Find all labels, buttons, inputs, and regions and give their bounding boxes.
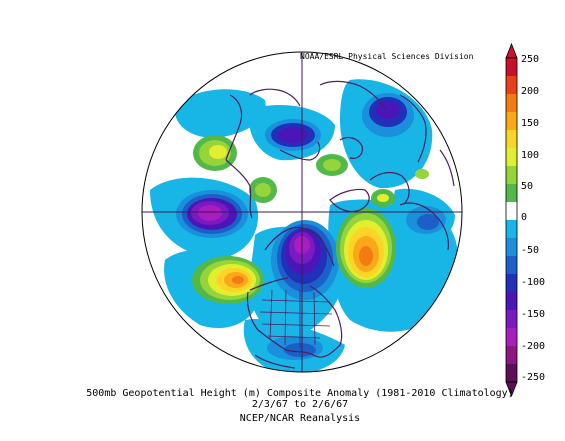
colorbar-swatch: [506, 202, 517, 221]
colorbar-swatch: [506, 184, 517, 203]
colorbar-swatch: [506, 256, 517, 275]
high-scandinavia-2: [377, 194, 389, 202]
political-boundaries: [259, 289, 333, 348]
colorbar-swatch: [506, 94, 517, 113]
high-kara-2: [323, 159, 341, 171]
colorbar-swatch: [506, 220, 517, 239]
colorbar-swatch: [506, 130, 517, 149]
high-alaska-3: [209, 145, 227, 159]
anomaly-fields: [150, 79, 459, 372]
colorbar-tick-label: 100: [521, 150, 540, 161]
dataset-label: NCEP/NCAR Reanalysis: [239, 413, 361, 424]
low-arctic-3: [278, 127, 308, 143]
figure-title: 500mb Geopotential Height (m) Composite …: [86, 388, 514, 399]
date-range: 2/3/67 to 2/6/67: [251, 399, 349, 410]
colorbar-tick-label: -50: [521, 245, 540, 256]
colorbar-swatch: [506, 58, 517, 77]
high-atlantic-6: [359, 246, 373, 266]
colorbar-tick-label: 200: [521, 86, 540, 97]
colorbar-top-arrow: [505, 42, 518, 59]
colorbar-swatch: [506, 292, 517, 311]
high-bering-2: [255, 183, 271, 197]
colorbar-swatch: [506, 328, 517, 347]
colorbar-swatch: [506, 148, 517, 167]
high-east-pacific-6: [232, 276, 244, 284]
colorbar-swatch: [506, 166, 517, 185]
negative-anomaly-region-north-pacific: [174, 89, 266, 138]
high-urals: [415, 169, 429, 179]
colorbar-frame: [505, 57, 518, 383]
colorbar-swatch: [506, 238, 517, 257]
colorbar-tick-label: 50: [521, 181, 534, 192]
coastlines: [225, 80, 455, 369]
colorbar-tick-label: -250: [521, 372, 546, 383]
colorbar-swatch: [506, 112, 517, 131]
credit-label: NOAA/ESRL Physical Sciences Division: [300, 52, 474, 61]
graticule: [142, 52, 462, 372]
colorbar-swatch: [506, 346, 517, 365]
colorbar-swatch: [506, 76, 517, 95]
colorbar-tick-label: -200: [521, 341, 546, 352]
low-europe-2: [417, 214, 439, 230]
colorbar-tick-label: 0: [521, 212, 528, 223]
colorbar: [505, 42, 518, 398]
colorbar-swatch: [506, 364, 517, 383]
colorbar-swatch: [506, 274, 517, 293]
colorbar-swatch: [506, 310, 517, 329]
colorbar-tick-label: -100: [521, 277, 546, 288]
colorbar-tick-label: 250: [521, 54, 540, 65]
low-siberia-3: [376, 101, 400, 119]
map-disc-border: [141, 51, 463, 373]
low-west-pacific-5: [198, 205, 222, 221]
colorbar-tick-label: 150: [521, 118, 540, 129]
colorbar-tick-label: -150: [521, 309, 546, 320]
